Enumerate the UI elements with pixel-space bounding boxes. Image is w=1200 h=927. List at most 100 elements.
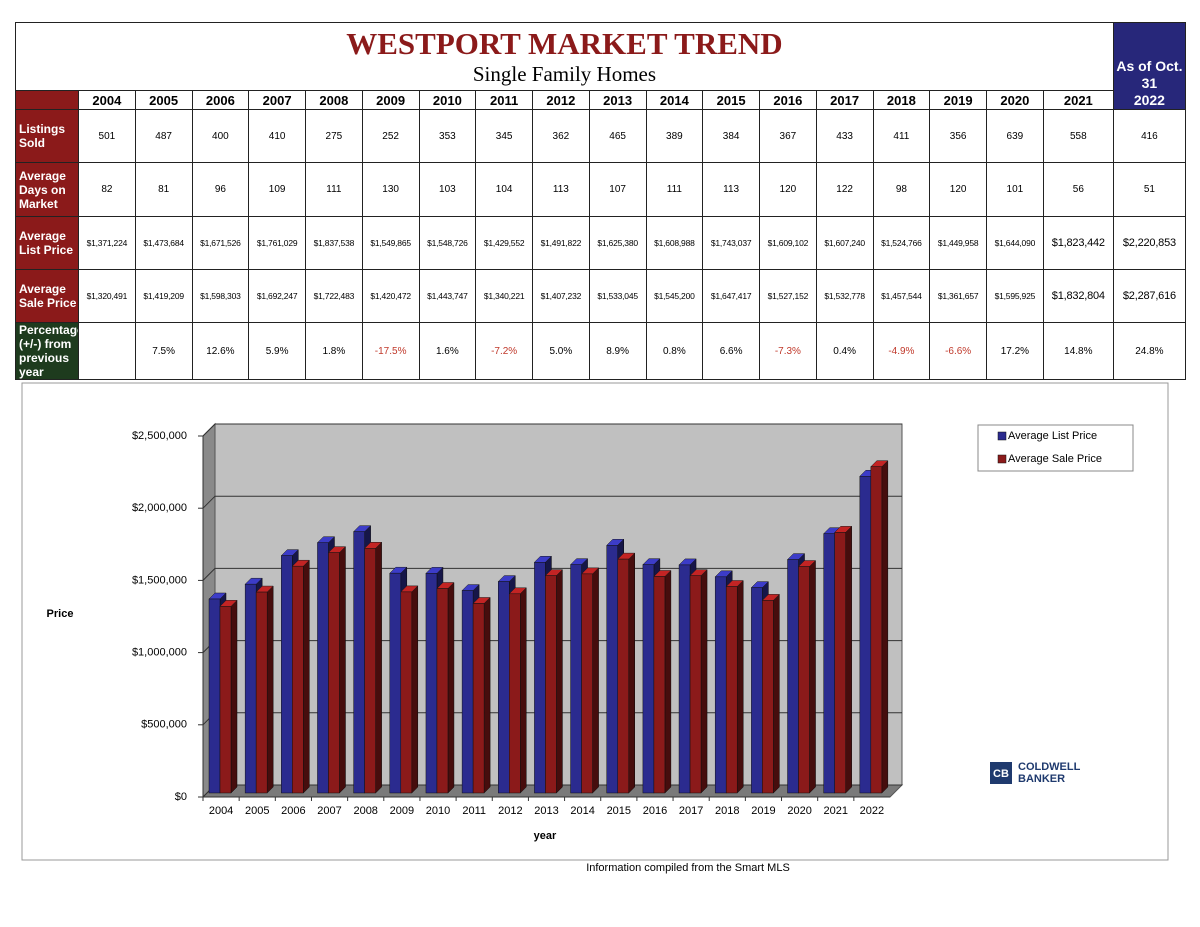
table-cell: $1,473,684: [134, 216, 193, 270]
row-label: Percentage (+/-) from previous year: [15, 322, 79, 380]
bar: [786, 552, 806, 794]
table-cell: $1,608,988: [645, 216, 704, 270]
table-cell: 367: [759, 109, 817, 163]
bar-side: [411, 585, 419, 794]
column-header: 2015: [702, 90, 760, 110]
bar-front: [689, 575, 702, 794]
table-cell: $1,595,925: [986, 269, 1044, 323]
bar: [870, 460, 889, 794]
bar-side: [725, 570, 733, 794]
table-cell: -4.9%: [872, 322, 931, 380]
bar-front: [751, 587, 763, 794]
bar: [400, 585, 419, 794]
table-cell: 252: [361, 109, 420, 163]
table-cell: 0.8%: [645, 322, 704, 380]
table-cell: 56: [1042, 162, 1114, 217]
title-cell: WESTPORT MARKET TREND Single Family Home…: [15, 22, 1114, 91]
table-cell: $1,609,102: [759, 216, 817, 270]
bar-top: [327, 546, 347, 553]
bar: [797, 559, 817, 794]
table-cell: $1,644,090: [986, 216, 1044, 270]
bar-top: [219, 600, 238, 607]
bar-front: [244, 583, 257, 794]
bar-front: [678, 564, 691, 794]
table-cell: 384: [702, 109, 760, 163]
bar-front: [534, 562, 546, 794]
table-cell: 411: [872, 109, 931, 163]
bar-top: [569, 558, 589, 565]
table-cell: $1,647,417: [702, 269, 760, 323]
bar-front: [353, 531, 365, 794]
x-tick-label: 2020: [787, 805, 811, 817]
grid-line: [202, 784, 902, 798]
bar-front: [762, 600, 774, 794]
bar-side: [700, 569, 708, 794]
bar: [714, 570, 733, 794]
bar-top: [280, 549, 299, 556]
logo-text: BANKER: [1018, 773, 1065, 785]
table-cell: 109: [248, 162, 306, 217]
table-cell: $2,287,616: [1112, 269, 1186, 323]
table-cell: 8.9%: [588, 322, 647, 380]
column-header: 2021: [1042, 90, 1114, 110]
bar-front: [823, 533, 835, 794]
bar-top: [642, 558, 661, 565]
bar-top: [761, 594, 780, 601]
bar-front: [219, 606, 232, 794]
table-cell: 24.8%: [1112, 322, 1186, 380]
bar-front: [255, 591, 268, 794]
legend-box: [977, 424, 1134, 472]
market-table: WESTPORT MARKET TREND Single Family Home…: [15, 22, 1186, 380]
bar: [353, 525, 372, 794]
table-cell: 51: [1112, 162, 1186, 217]
x-tick-label: 2009: [390, 805, 414, 817]
table-cell: 356: [929, 109, 987, 163]
table-cell: $1,527,152: [759, 269, 817, 323]
table-cell: 101: [986, 162, 1044, 217]
as-of: As of Oct. 31: [1116, 58, 1183, 91]
legend-label: Average Sale Price: [1008, 453, 1102, 465]
table-cell: $1,491,822: [532, 216, 590, 270]
y-tick-label: $1,000,000: [132, 647, 187, 659]
table-cell: -7.3%: [759, 322, 817, 380]
table-cell: 122: [815, 162, 874, 217]
table-cell: 12.6%: [191, 322, 250, 380]
bar-top: [244, 577, 263, 585]
bar-top: [580, 567, 600, 575]
bar: [364, 541, 383, 794]
bar-top: [353, 525, 372, 532]
bar-side: [266, 585, 274, 794]
as-of-cell: As of Oct. 31 2022: [1112, 22, 1186, 110]
column-header: 2008: [305, 90, 363, 110]
grid-line: [202, 712, 902, 726]
bar: [750, 581, 769, 794]
bar-front: [509, 593, 521, 794]
table-cell: $1,598,303: [191, 269, 250, 323]
back-wall: [214, 423, 903, 786]
table-cell: 98: [872, 162, 931, 217]
table-cell: 82: [78, 162, 136, 217]
bar: [834, 525, 853, 794]
table-cell: 120: [759, 162, 817, 217]
column-header: 2013: [588, 90, 647, 110]
x-tick-label: 2006: [281, 805, 305, 817]
table-cell: 113: [702, 162, 760, 217]
table-cell: $1,722,483: [305, 269, 363, 323]
chart-frame: [21, 382, 1169, 861]
bar: [533, 555, 553, 794]
bar-top: [544, 569, 564, 576]
table-cell: $1,743,037: [702, 216, 760, 270]
y-tick-label: $500,000: [141, 719, 187, 731]
bar-front: [545, 575, 557, 794]
bar: [508, 587, 527, 794]
bar-front: [570, 564, 582, 794]
y-axis-label: Price: [47, 608, 74, 620]
y-tick-label: $1,500,000: [132, 574, 187, 586]
bar-side: [762, 581, 769, 794]
table-cell: 345: [475, 109, 533, 163]
bar-front: [798, 566, 810, 794]
bar-top: [208, 592, 227, 600]
bar-front: [461, 590, 474, 794]
bar-top: [533, 556, 553, 563]
grid-line: [202, 423, 902, 437]
